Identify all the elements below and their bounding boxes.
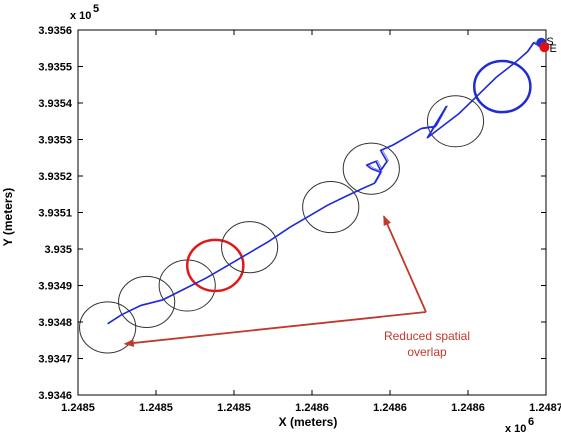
coverage-ellipse — [342, 142, 400, 195]
x-tick-label: 1.2486 — [295, 402, 329, 414]
coverage-ellipse — [302, 180, 360, 234]
y-tick-label: 3.935 — [44, 244, 72, 256]
annotation-arrow — [382, 215, 427, 313]
y-tick-label: 3.9356 — [38, 25, 72, 37]
x-tick-label: 1.2485 — [217, 402, 251, 414]
y-tick-label: 3.9355 — [38, 62, 72, 74]
y-tick-label: 3.9347 — [38, 354, 72, 366]
endpoint-label: S — [546, 36, 553, 48]
y-tick-label: 3.9351 — [38, 208, 72, 220]
y-tick-label: 3.9348 — [38, 317, 72, 329]
y-tick-label: 3.9354 — [38, 98, 73, 110]
ellipse-layer — [79, 59, 532, 354]
y-tick-label: 3.9346 — [38, 390, 72, 402]
marker-layer: SE — [536, 36, 557, 55]
annotation-layer: Reduced spatial overlap — [123, 215, 470, 359]
y-exponent-label: x 10 — [70, 10, 91, 22]
x-axis-label: X (meters) — [279, 415, 338, 429]
y-tick-label: 3.9353 — [38, 135, 72, 147]
coverage-ellipse — [221, 221, 279, 274]
x-exponent-power: 6 — [528, 416, 534, 428]
y-tick-label: 3.9349 — [38, 281, 72, 293]
coverage-ellipse — [185, 238, 245, 293]
annotation-arrow — [123, 311, 427, 347]
coverage-ellipse — [472, 59, 532, 114]
annotation-text: overlap — [407, 345, 447, 359]
x-tick-label: 1.2486 — [373, 402, 407, 414]
endpoint-label: E — [549, 43, 556, 55]
x-exponent-label: x 10 — [505, 423, 526, 435]
trajectory-line-return — [108, 41, 547, 324]
x-tick-label: 1.2486 — [451, 402, 485, 414]
trajectory-layer — [107, 41, 547, 325]
x-tick-label: 1.2485 — [61, 402, 95, 414]
annotation-text: Reduced spatial — [384, 329, 470, 343]
plot-area — [77, 29, 547, 396]
x-tick-label: 1.2485 — [139, 402, 173, 414]
y-axis-label: Y (meters) — [1, 188, 15, 246]
y-axis-ticks: 3.9356 3.9355 3.9354 3.9353 3.9352 3.9351 3.93… — [38, 25, 546, 402]
coverage-ellipse — [79, 301, 137, 354]
coverage-ellipse — [426, 95, 485, 148]
coverage-ellipse — [118, 275, 176, 328]
y-exponent-power: 5 — [93, 3, 99, 15]
endpoint-marker — [539, 42, 550, 53]
x-axis-ticks: 1.2485 1.2485 1.2485 1.2486 1.2486 1.2486 1.24… — [61, 30, 561, 414]
y-tick-label: 3.9352 — [38, 171, 72, 183]
x-tick-label: 1.2487 — [529, 402, 561, 414]
